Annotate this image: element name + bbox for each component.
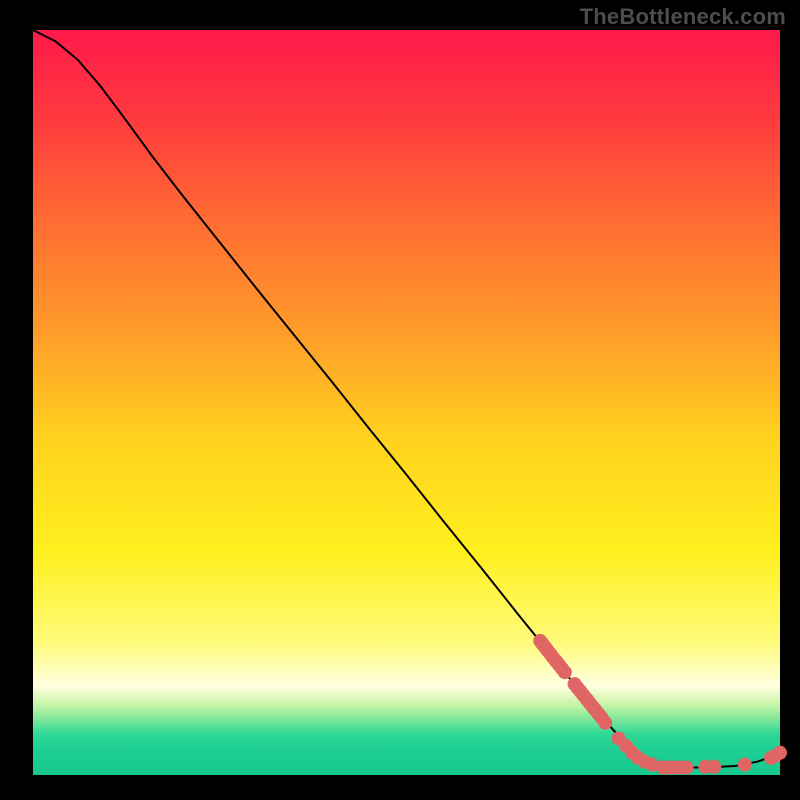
plot-background [33, 30, 780, 775]
data-marker [598, 716, 612, 730]
data-marker [738, 758, 752, 772]
data-marker [707, 760, 721, 774]
data-marker [680, 761, 694, 775]
chart-svg [0, 0, 800, 800]
chart-frame: { "watermark": { "text": "TheBottleneck.… [0, 0, 800, 800]
data-marker [558, 665, 572, 679]
data-marker [773, 746, 787, 760]
watermark-text: TheBottleneck.com [580, 4, 786, 30]
